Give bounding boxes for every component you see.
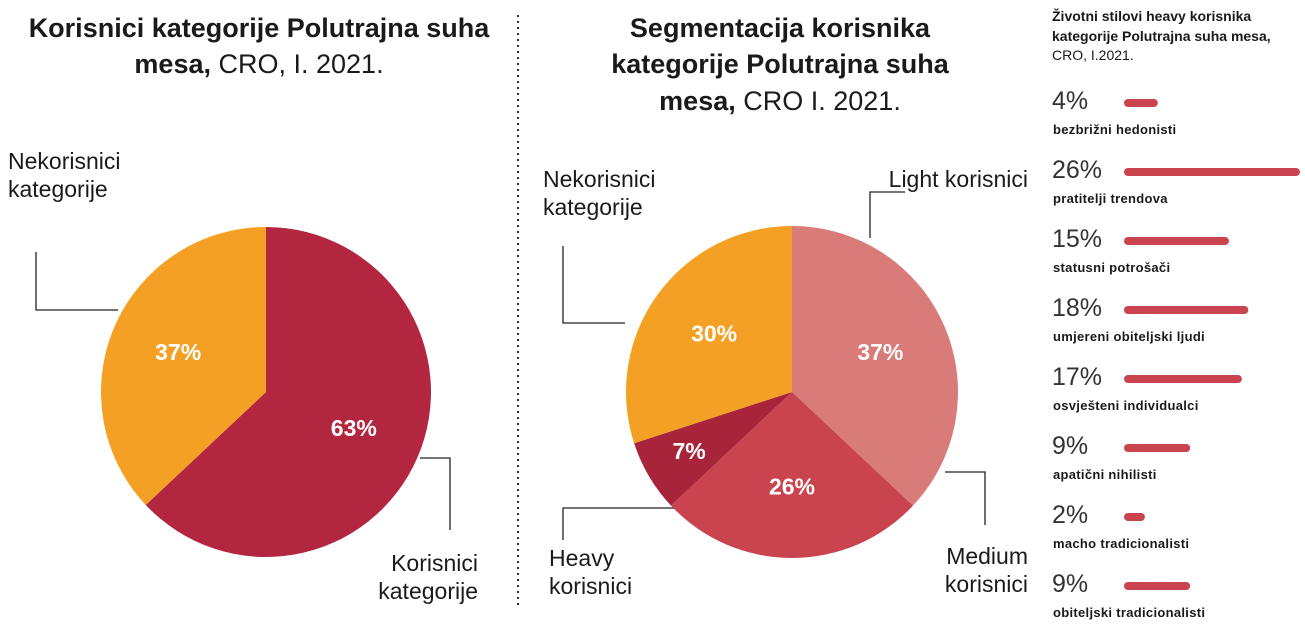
leader-line (562, 246, 625, 324)
pie-slice (670, 392, 914, 558)
value-label: 2% (1052, 501, 1089, 529)
leader-line (35, 252, 118, 311)
category-label: macho tradicionalisti (1053, 536, 1190, 551)
chart-title: Korisnici kategorije Polutrajna suha mes… (10, 10, 508, 83)
category-label: Nekorisnici kategorije (543, 166, 656, 220)
value-label: 26% (1052, 156, 1103, 184)
value-label: 7% (672, 438, 705, 464)
title: Životni stilovi heavy korisnika kategori… (1052, 8, 1271, 44)
value-label: 9% (1052, 570, 1089, 598)
category-label: Heavy korisnici (549, 545, 633, 599)
subtitle: CRO, I.2021. (1052, 47, 1134, 64)
category-label: Nekorisnici kategorije (8, 148, 121, 202)
pie-slice (626, 226, 792, 444)
value-label: 18% (1052, 294, 1103, 322)
category-label: apatični nihilisti (1053, 467, 1157, 482)
category-label: umjereni obiteljski ljudi (1053, 329, 1205, 344)
category-label: osvješteni individualci (1053, 398, 1199, 413)
chart-title: Segmentacija korisnika kategorije Polutr… (570, 10, 990, 119)
value-label: 15% (1052, 225, 1103, 253)
pie-slice (792, 226, 958, 506)
pie-slice (634, 392, 792, 506)
title: Segmentacija korisnika kategorije Polutr… (611, 13, 949, 116)
leader-line (420, 457, 451, 530)
category-label: obiteljski tradicionalisti (1053, 605, 1206, 620)
value-label: 17% (1052, 363, 1103, 391)
value-label: 37% (857, 339, 903, 365)
value-label: 4% (1052, 87, 1089, 115)
value-label: 9% (1052, 432, 1089, 460)
chart-title: Životni stilovi heavy korisnika kategori… (1052, 7, 1302, 66)
leader-line (945, 471, 986, 525)
pie-slice (145, 227, 432, 557)
category-label: Light korisnici (888, 166, 1028, 192)
leader-line (562, 507, 675, 540)
category-label: pratitelji trendova (1053, 191, 1168, 206)
subtitle: CRO I. 2021. (743, 85, 901, 116)
value-label: 30% (691, 320, 737, 346)
category-label: bezbrižni hedonisti (1053, 122, 1177, 137)
title: Korisnici kategorije Polutrajna suha mes… (28, 13, 490, 80)
category-label: Korisnici kategorije (378, 550, 478, 604)
value-label: 26% (769, 473, 815, 499)
value-label: 37% (155, 339, 201, 365)
category-label: statusni potrošači (1053, 260, 1171, 275)
category-label: Medium korisnici (944, 543, 1028, 597)
subtitle: CRO, I. 2021. (218, 49, 384, 80)
value-label: 63% (331, 415, 377, 441)
pie-slice (100, 227, 266, 505)
leader-line (869, 191, 905, 238)
